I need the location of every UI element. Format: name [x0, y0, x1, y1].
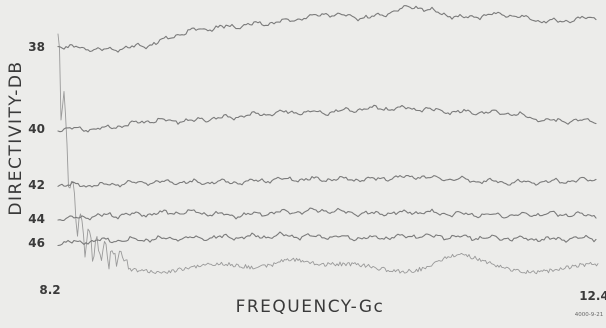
- y-tick-label: 44: [28, 212, 45, 226]
- noise-trace-line: [57, 33, 599, 275]
- x-axis-title: FREQUENCY-Gc: [236, 297, 385, 317]
- series-line: [57, 231, 597, 247]
- series-line: [57, 207, 597, 221]
- x-tick-label: 8.2: [39, 283, 60, 297]
- y-tick-label: 42: [28, 178, 45, 192]
- y-tick-label: 38: [28, 40, 45, 54]
- y-tick-label: 40: [28, 122, 45, 136]
- x-tick-label: 12.4: [579, 289, 606, 303]
- series-line: [57, 5, 597, 53]
- series-line: [57, 104, 597, 133]
- figure-stamp: 4000-9-21: [575, 312, 603, 318]
- series-traces: [57, 5, 597, 247]
- y-axis-title: DIRECTIVITY-DB: [6, 60, 26, 215]
- series-line: [57, 174, 597, 188]
- unlabeled-noise-trace: [57, 33, 599, 275]
- y-tick-label: 46: [28, 236, 45, 250]
